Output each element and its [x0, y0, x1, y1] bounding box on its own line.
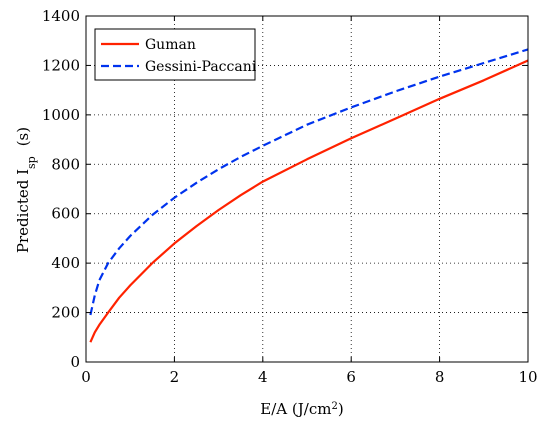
series-line-1: [89, 59, 529, 343]
y-axis-label-sub: sp: [25, 156, 38, 169]
x-tick-label: 6: [346, 368, 356, 386]
x-tick-label: 0: [81, 368, 91, 386]
y-tick-label: 1200: [42, 56, 80, 74]
x-tick-label: 8: [435, 368, 445, 386]
y-tick-label: 400: [51, 254, 80, 272]
legend-label: Gessini-Paccani: [145, 59, 257, 75]
plot-frame: [85, 15, 529, 363]
legend-label: Guman: [145, 37, 196, 53]
y-axis-label-main: Predicted I: [14, 169, 32, 253]
x-axis-label-close: ): [338, 400, 344, 418]
series-line-2: [89, 48, 529, 316]
y-axis-label-unit: (s): [14, 127, 32, 146]
series-group: [89, 48, 529, 343]
x-tick-label: 10: [518, 368, 537, 386]
x-tick-label: 2: [170, 368, 180, 386]
y-tick-label: 1000: [42, 106, 80, 124]
x-axis-label-main: E/A (J/cm: [260, 400, 331, 418]
grid-lines: [86, 16, 528, 362]
y-tick-label: 800: [51, 155, 80, 173]
x-axis-label-sup: 2: [331, 401, 337, 412]
x-tick-label: 4: [258, 368, 268, 386]
y-tick-label: 0: [70, 353, 80, 371]
legend-box: [94, 28, 256, 81]
y-axis-label: Predicted Isp (s): [14, 127, 38, 253]
y-tick-label: 200: [51, 304, 80, 322]
x-axis-label: E/A (J/cm2): [260, 400, 343, 418]
axis-ticks: 0 2 4 6 8 10 0 200 400 600 800 1000 1200 1400: [42, 7, 538, 386]
legend: Guman Gessini-Paccani: [94, 28, 257, 81]
y-tick-label: 600: [51, 205, 80, 223]
y-tick-label: 1400: [42, 7, 80, 25]
